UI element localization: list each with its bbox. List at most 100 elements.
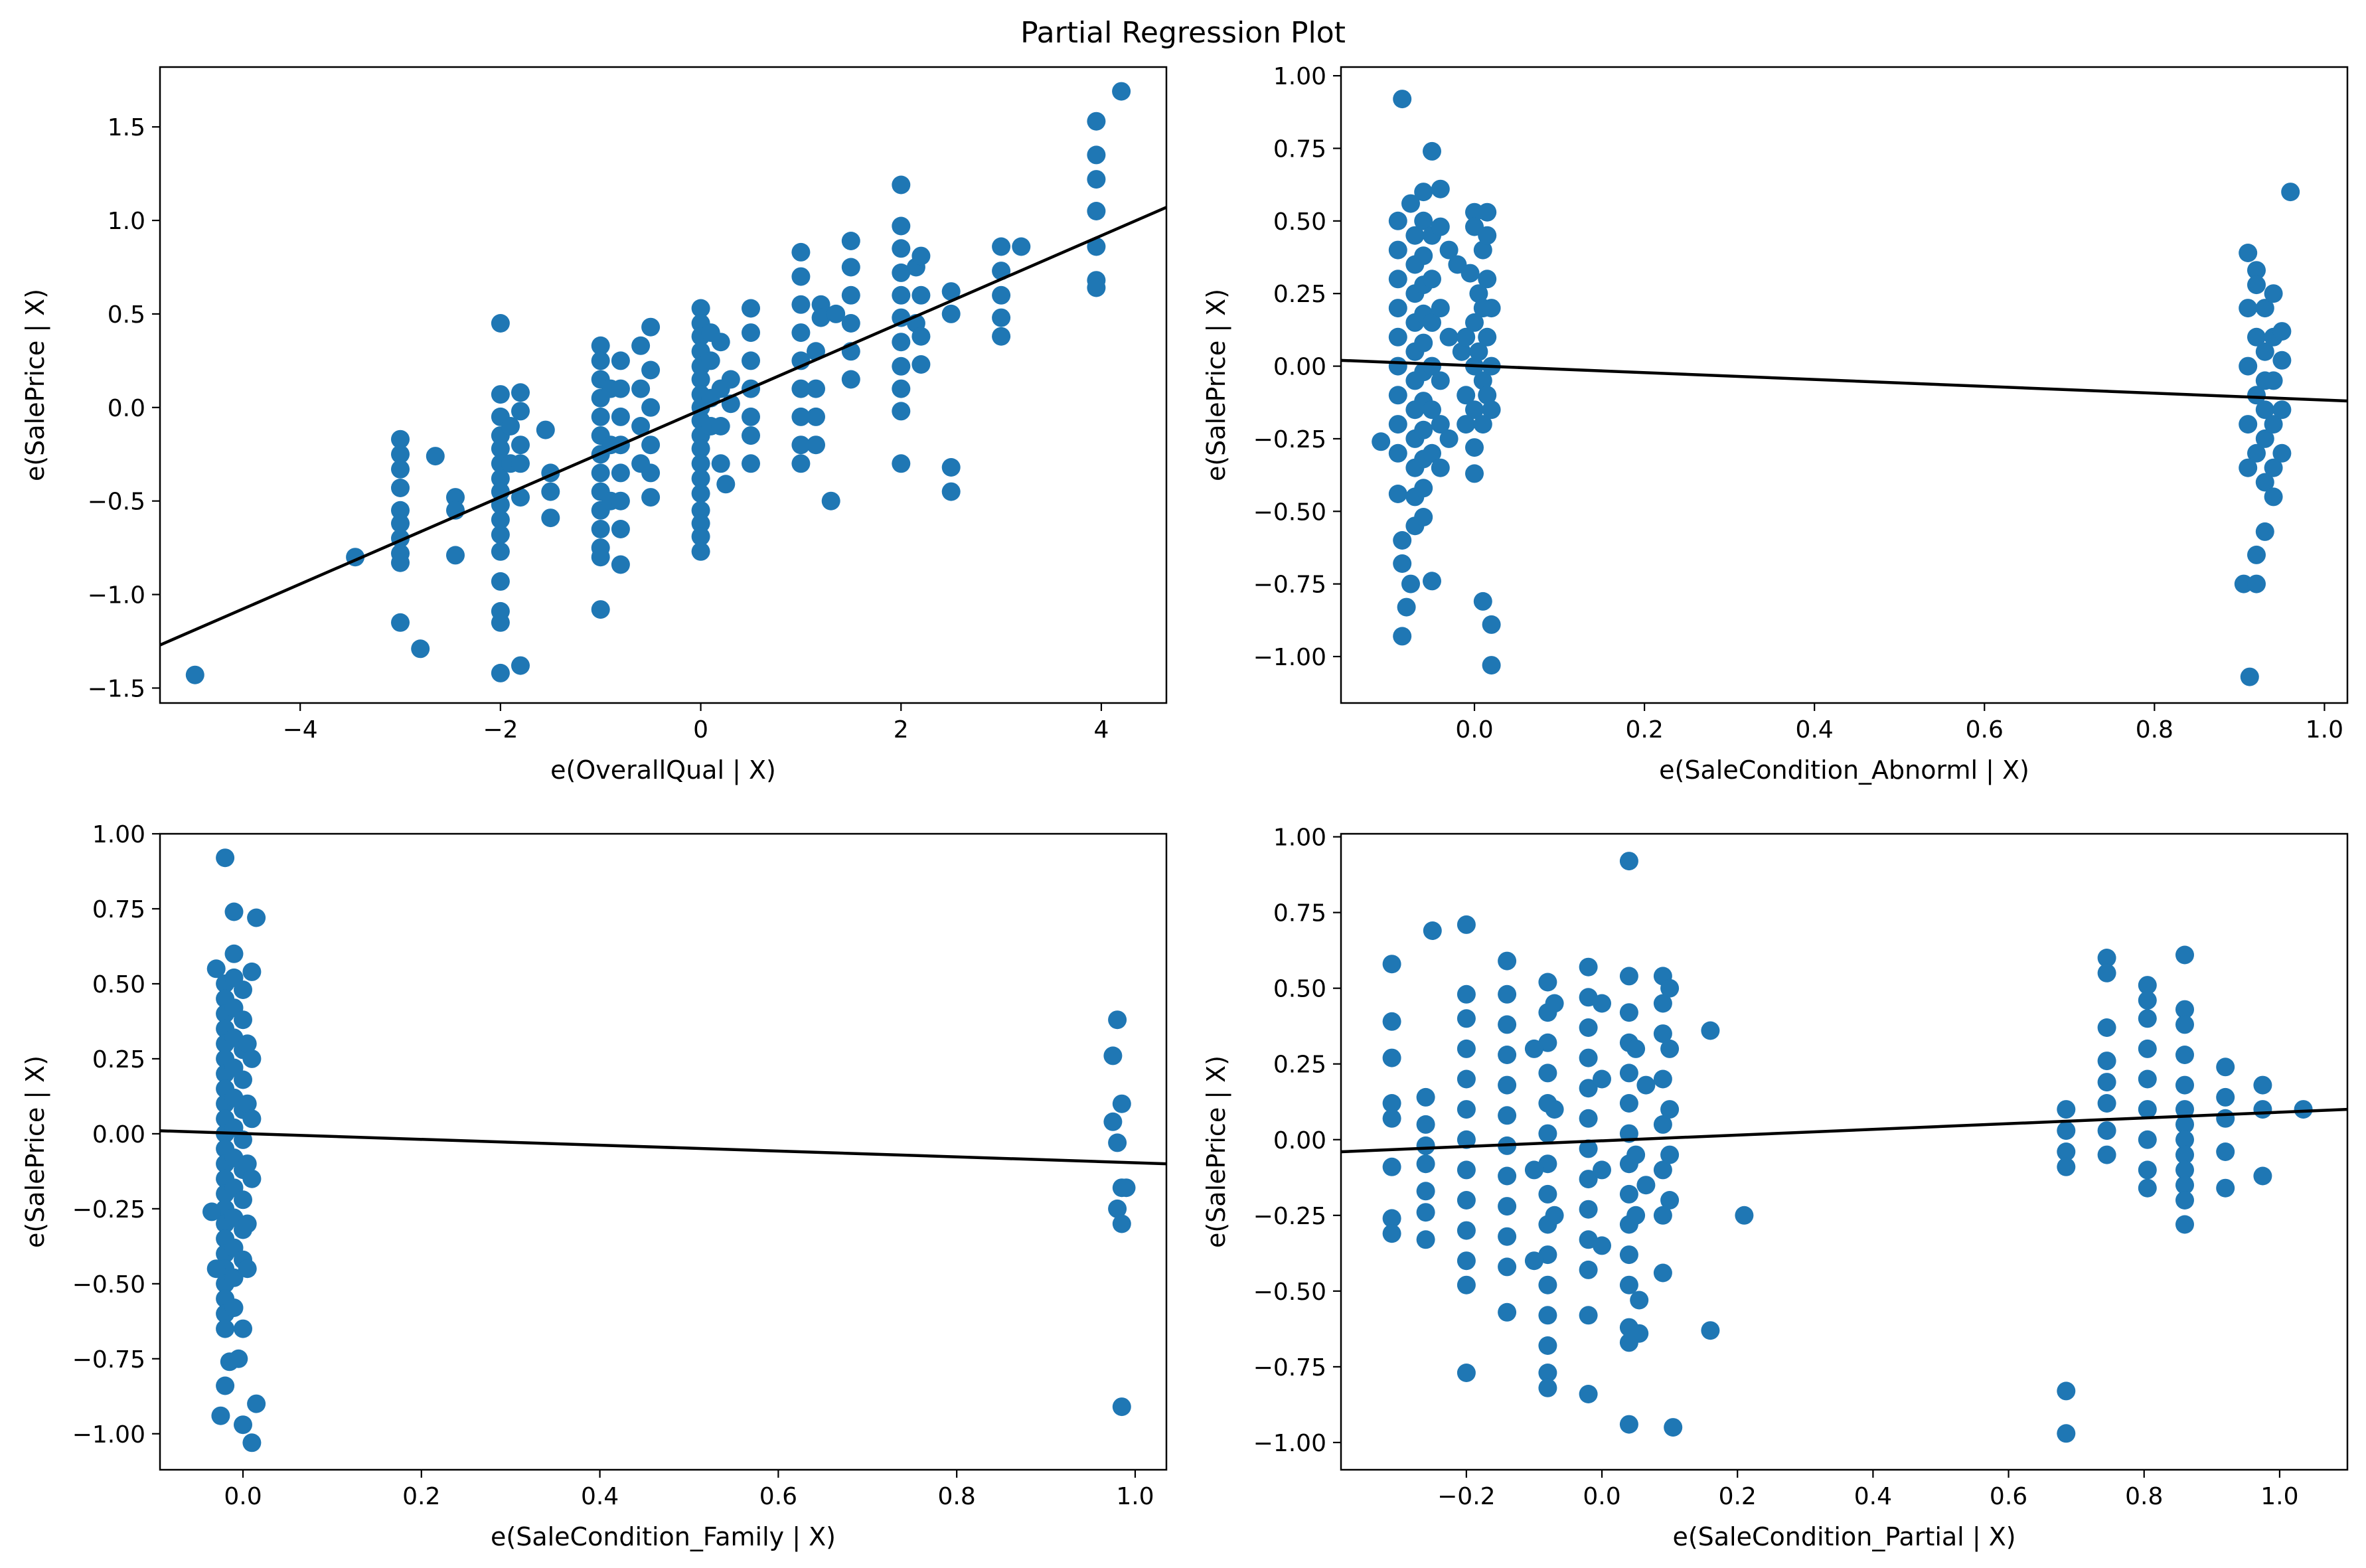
data-point [811,308,830,327]
x-tick-label: 0.2 [1625,716,1663,744]
data-point [1579,1018,1598,1037]
data-point [2138,1130,2157,1149]
data-point [892,333,911,352]
data-point [1382,1224,1401,1243]
data-point [2175,1115,2194,1134]
data-point [2057,1157,2076,1176]
data-point [1103,1112,1123,1131]
y-tick-label: −0.5 [88,489,145,516]
data-point [1457,1251,1476,1271]
data-point [1382,1109,1401,1128]
data-point [691,501,710,520]
data-point [229,1349,248,1368]
data-point [202,1202,221,1221]
data-point [591,600,610,619]
data-point [238,1094,257,1113]
data-point [641,360,661,380]
data-point [641,435,661,455]
data-point [941,304,961,323]
data-point [1579,1260,1598,1279]
data-point [791,454,811,473]
data-point [1653,1024,1672,1044]
data-point [841,258,860,277]
data-point [2057,1100,2076,1119]
data-point [2272,322,2292,341]
data-point [1457,915,1476,934]
data-point [807,407,825,426]
fit-line [160,206,1166,647]
data-point [238,1214,257,1233]
data-point [1473,371,1492,390]
data-point [1393,531,1412,550]
data-point [1112,82,1131,101]
data-point [2175,1176,2194,1195]
data-point [2216,1178,2235,1198]
x-tick-label: 0.0 [224,1483,262,1510]
data-point [1416,1230,1435,1249]
data-point [1619,967,1638,986]
data-point [1619,1003,1638,1022]
data-point [1630,1291,1649,1310]
data-point [2294,1100,2313,1119]
data-point [1416,1115,1435,1134]
data-point [242,962,262,981]
x-tick-label: 1.0 [2306,716,2343,744]
data-point [234,1190,252,1210]
data-point [511,488,530,507]
y-axis-label: e(SalePrice | X) [1202,1056,1231,1248]
data-point [501,417,520,435]
data-point [1524,1251,1543,1271]
y-tick-label: −0.50 [1253,499,1326,526]
plot-area [160,82,1166,684]
data-point [2239,299,2258,318]
data-point [2272,351,2292,370]
axes-frame [159,832,1168,1471]
data-point [821,491,840,510]
data-point [1579,1139,1598,1158]
data-point [1660,1039,1680,1058]
figure-title: Partial Regression Plot [1020,16,1346,50]
data-point [2175,1145,2194,1164]
data-point [1431,415,1450,434]
data-point [892,216,911,236]
data-point [1414,246,1433,266]
data-point [2264,415,2283,434]
data-point [892,356,911,376]
data-point [1498,1227,1517,1246]
data-point [1579,1048,1598,1067]
data-point [611,520,630,538]
data-point [2247,275,2266,295]
x-tick-label: 0.2 [1719,1483,1757,1510]
data-point [1636,1075,1656,1095]
data-point [1498,1106,1517,1125]
data-point [491,439,510,458]
data-point [1482,656,1501,675]
data-point [631,379,651,398]
data-point [2255,342,2274,361]
data-point [2175,1160,2194,1180]
data-point [238,1034,257,1054]
y-tick-label: 1.5 [108,114,145,141]
data-point [1388,327,1407,347]
data-point [391,553,410,572]
data-point [691,469,710,488]
data-point [1457,1039,1476,1058]
data-point [2272,400,2292,420]
data-point [791,407,811,426]
data-point [1653,1263,1672,1283]
data-point [2175,1215,2194,1234]
data-point [1579,1079,1598,1098]
y-tick-label: 0.0 [108,395,145,422]
data-point [2175,1100,2194,1119]
data-point [807,342,825,361]
data-point [1524,1039,1543,1058]
data-point [892,239,911,258]
data-point [224,944,244,963]
data-point [1108,1010,1127,1030]
data-point [2239,244,2258,262]
data-point [2138,990,2157,1010]
data-point [2239,356,2258,376]
data-point [1498,1015,1517,1034]
data-point [1393,554,1412,573]
